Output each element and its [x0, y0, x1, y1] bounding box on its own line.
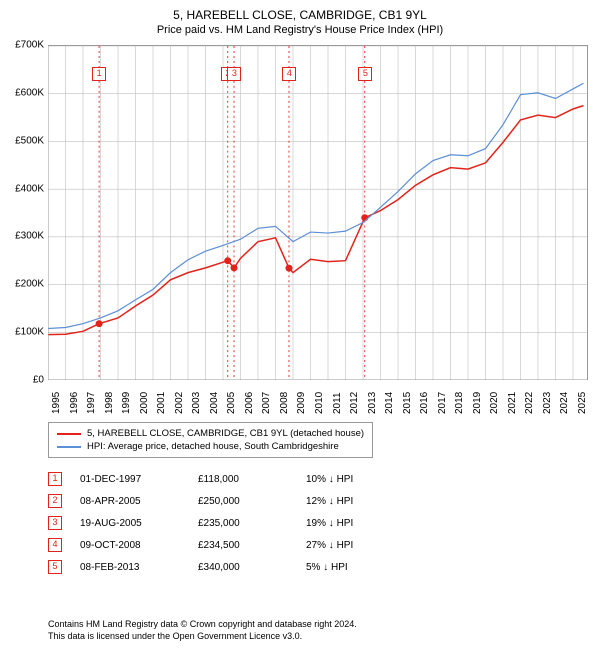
event-marker-box: 3: [227, 67, 241, 81]
event-row: 5 08-FEB-2013£340,0005% ↓ HPI: [48, 556, 353, 578]
xtick-label: 2007: [261, 392, 272, 414]
chart-container: 5, HAREBELL CLOSE, CAMBRIDGE, CB1 9YL Pr…: [0, 0, 600, 650]
ytick-label: £400K: [15, 183, 44, 194]
legend-swatch-hpi: [57, 446, 81, 448]
xtick-label: 2009: [296, 392, 307, 414]
event-date: 19-AUG-2005: [80, 518, 198, 529]
events-table: 1 01-DEC-1997£118,00010% ↓ HPI 2 08-APR-200…: [48, 468, 353, 578]
event-price: £250,000: [198, 496, 306, 507]
ytick-label: £600K: [15, 87, 44, 98]
event-price: £118,000: [198, 474, 306, 485]
footer-line2: This data is licensed under the Open Gov…: [48, 630, 357, 642]
xtick-label: 2008: [279, 392, 290, 414]
xtick-label: 2020: [489, 392, 500, 414]
xtick-label: 2024: [559, 392, 570, 414]
event-row: 1 01-DEC-1997£118,00010% ↓ HPI: [48, 468, 353, 490]
xtick-label: 2004: [209, 392, 220, 414]
event-price: £234,500: [198, 540, 306, 551]
ytick-label: £200K: [15, 279, 44, 290]
xtick-label: 2002: [174, 392, 185, 414]
xtick-label: 2022: [524, 392, 535, 414]
event-diff: 12% ↓ HPI: [306, 496, 353, 507]
xtick-label: 1997: [86, 392, 97, 414]
xtick-label: 2000: [139, 392, 150, 414]
ytick-label: £0: [33, 375, 44, 386]
xtick-label: 2019: [472, 392, 483, 414]
xtick-label: 2012: [349, 392, 360, 414]
event-date: 01-DEC-1997: [80, 474, 198, 485]
plot-svg: [48, 46, 587, 380]
event-diff: 19% ↓ HPI: [306, 518, 353, 529]
event-date: 09-OCT-2008: [80, 540, 198, 551]
chart-subtitle: Price paid vs. HM Land Registry's House …: [0, 22, 600, 36]
event-row-marker: 2: [48, 494, 62, 508]
legend: 5, HAREBELL CLOSE, CAMBRIDGE, CB1 9YL (d…: [48, 422, 373, 458]
event-marker-box: 1: [92, 67, 106, 81]
legend-item-property: 5, HAREBELL CLOSE, CAMBRIDGE, CB1 9YL (d…: [57, 427, 364, 440]
xtick-label: 2025: [577, 392, 588, 414]
event-date: 08-APR-2005: [80, 496, 198, 507]
legend-label-property: 5, HAREBELL CLOSE, CAMBRIDGE, CB1 9YL (d…: [87, 428, 364, 439]
xtick-label: 1998: [104, 392, 115, 414]
ytick-label: £300K: [15, 231, 44, 242]
event-date: 08-FEB-2013: [80, 562, 198, 573]
legend-item-hpi: HPI: Average price, detached house, Sout…: [57, 440, 364, 453]
event-row-marker: 5: [48, 560, 62, 574]
event-diff: 5% ↓ HPI: [306, 562, 348, 573]
event-row: 4 09-OCT-2008£234,50027% ↓ HPI: [48, 534, 353, 556]
event-row-marker: 4: [48, 538, 62, 552]
xtick-label: 2023: [542, 392, 553, 414]
xtick-label: 2010: [314, 392, 325, 414]
xtick-label: 2017: [437, 392, 448, 414]
event-price: £340,000: [198, 562, 306, 573]
chart-title: 5, HAREBELL CLOSE, CAMBRIDGE, CB1 9YL: [0, 0, 600, 22]
xtick-label: 2018: [454, 392, 465, 414]
footer-line1: Contains HM Land Registry data © Crown c…: [48, 618, 357, 630]
legend-swatch-property: [57, 433, 81, 435]
ytick-label: £700K: [15, 40, 44, 51]
event-marker-box: 4: [282, 67, 296, 81]
legend-label-hpi: HPI: Average price, detached house, Sout…: [87, 441, 339, 452]
xtick-label: 1999: [121, 392, 132, 414]
event-diff: 10% ↓ HPI: [306, 474, 353, 485]
event-row: 2 08-APR-2005£250,00012% ↓ HPI: [48, 490, 353, 512]
event-diff: 27% ↓ HPI: [306, 540, 353, 551]
xtick-label: 2011: [332, 392, 343, 414]
xtick-label: 1995: [51, 392, 62, 414]
plot-area: [48, 45, 588, 380]
xtick-label: 2003: [191, 392, 202, 414]
event-row-marker: 1: [48, 472, 62, 486]
event-row: 3 19-AUG-2005£235,00019% ↓ HPI: [48, 512, 353, 534]
event-price: £235,000: [198, 518, 306, 529]
ytick-label: £500K: [15, 135, 44, 146]
footer-text: Contains HM Land Registry data © Crown c…: [48, 618, 357, 642]
xtick-label: 2021: [507, 392, 518, 414]
event-row-marker: 3: [48, 516, 62, 530]
xtick-label: 1996: [69, 392, 80, 414]
xtick-label: 2001: [156, 392, 167, 414]
xtick-label: 2013: [367, 392, 378, 414]
xtick-label: 2005: [226, 392, 237, 414]
xtick-label: 2014: [384, 392, 395, 414]
xtick-label: 2006: [244, 392, 255, 414]
xtick-label: 2015: [402, 392, 413, 414]
ytick-label: £100K: [15, 327, 44, 338]
event-marker-box: 5: [358, 67, 372, 81]
xtick-label: 2016: [419, 392, 430, 414]
